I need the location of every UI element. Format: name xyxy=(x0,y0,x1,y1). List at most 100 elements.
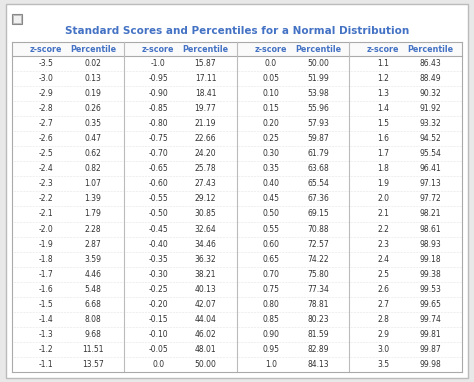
Text: 2.87: 2.87 xyxy=(85,240,101,249)
Text: -0.05: -0.05 xyxy=(148,345,168,354)
Text: 2.9: 2.9 xyxy=(377,330,389,339)
Text: 67.36: 67.36 xyxy=(307,194,329,204)
Text: Percentile: Percentile xyxy=(408,44,454,53)
Text: 0.30: 0.30 xyxy=(262,149,279,158)
Text: 9.68: 9.68 xyxy=(84,330,101,339)
Text: 98.21: 98.21 xyxy=(420,209,441,219)
Text: 1.39: 1.39 xyxy=(84,194,101,204)
Text: -1.4: -1.4 xyxy=(38,315,53,324)
Text: 0.95: 0.95 xyxy=(262,345,279,354)
Text: z-score: z-score xyxy=(255,44,287,53)
Text: 99.53: 99.53 xyxy=(419,285,441,294)
Text: 96.41: 96.41 xyxy=(419,164,441,173)
Text: 44.04: 44.04 xyxy=(194,315,217,324)
Text: 74.22: 74.22 xyxy=(307,255,329,264)
Text: z-score: z-score xyxy=(29,44,62,53)
Text: 99.65: 99.65 xyxy=(419,300,441,309)
Text: -0.60: -0.60 xyxy=(148,180,168,188)
Text: 8.08: 8.08 xyxy=(85,315,101,324)
Text: 65.54: 65.54 xyxy=(307,180,329,188)
Text: 53.98: 53.98 xyxy=(307,89,329,98)
Text: -2.3: -2.3 xyxy=(38,180,53,188)
Text: 1.3: 1.3 xyxy=(377,89,389,98)
Text: 3.0: 3.0 xyxy=(377,345,389,354)
Text: -2.5: -2.5 xyxy=(38,149,53,158)
Text: 4.46: 4.46 xyxy=(84,270,101,279)
Text: 0.19: 0.19 xyxy=(84,89,101,98)
Text: -2.8: -2.8 xyxy=(38,104,53,113)
Text: 0.62: 0.62 xyxy=(84,149,101,158)
Text: 1.4: 1.4 xyxy=(377,104,389,113)
Text: -0.80: -0.80 xyxy=(148,119,168,128)
Text: 36.32: 36.32 xyxy=(195,255,216,264)
Text: 70.88: 70.88 xyxy=(307,225,329,233)
Bar xyxy=(12,14,22,24)
Text: -0.25: -0.25 xyxy=(148,285,168,294)
Text: 2.3: 2.3 xyxy=(377,240,389,249)
Text: 99.18: 99.18 xyxy=(419,255,441,264)
Text: 11.51: 11.51 xyxy=(82,345,104,354)
Text: 80.23: 80.23 xyxy=(307,315,329,324)
Text: 29.12: 29.12 xyxy=(195,194,216,204)
Text: 2.28: 2.28 xyxy=(85,225,101,233)
Text: 0.0: 0.0 xyxy=(264,59,277,68)
Text: 1.6: 1.6 xyxy=(377,134,389,143)
Text: 38.21: 38.21 xyxy=(195,270,216,279)
Text: -1.6: -1.6 xyxy=(38,285,53,294)
Text: 0.40: 0.40 xyxy=(262,180,279,188)
Text: 17.11: 17.11 xyxy=(195,74,216,83)
Text: 27.43: 27.43 xyxy=(195,180,216,188)
Text: -0.65: -0.65 xyxy=(148,164,168,173)
Text: -0.55: -0.55 xyxy=(148,194,168,204)
Text: 81.59: 81.59 xyxy=(307,330,329,339)
Text: 2.0: 2.0 xyxy=(377,194,389,204)
Bar xyxy=(12,42,462,56)
Text: 99.38: 99.38 xyxy=(419,270,441,279)
Text: 93.32: 93.32 xyxy=(419,119,441,128)
Text: Percentile: Percentile xyxy=(70,44,116,53)
Text: 0.55: 0.55 xyxy=(262,225,279,233)
Text: 19.77: 19.77 xyxy=(195,104,216,113)
Text: -0.85: -0.85 xyxy=(148,104,168,113)
Text: 99.87: 99.87 xyxy=(419,345,441,354)
Text: 42.07: 42.07 xyxy=(195,300,216,309)
Text: 95.54: 95.54 xyxy=(419,149,441,158)
Text: 25.78: 25.78 xyxy=(195,164,216,173)
Text: 2.8: 2.8 xyxy=(377,315,389,324)
Text: 1.8: 1.8 xyxy=(377,164,389,173)
Text: 0.45: 0.45 xyxy=(262,194,279,204)
Text: -0.20: -0.20 xyxy=(148,300,168,309)
Text: -3.5: -3.5 xyxy=(38,59,53,68)
Text: -0.15: -0.15 xyxy=(148,315,168,324)
Text: z-score: z-score xyxy=(367,44,400,53)
Text: 34.46: 34.46 xyxy=(194,240,217,249)
Text: Standard Scores and Percentiles for a Normal Distribution: Standard Scores and Percentiles for a No… xyxy=(65,26,409,36)
Text: 1.5: 1.5 xyxy=(377,119,389,128)
Text: 1.1: 1.1 xyxy=(377,59,389,68)
Text: 99.74: 99.74 xyxy=(419,315,441,324)
Text: 2.1: 2.1 xyxy=(377,209,389,219)
Text: 1.0: 1.0 xyxy=(265,360,277,369)
Text: -1.7: -1.7 xyxy=(38,270,53,279)
Text: 24.20: 24.20 xyxy=(195,149,216,158)
Text: -0.50: -0.50 xyxy=(148,209,168,219)
Text: 72.57: 72.57 xyxy=(307,240,329,249)
Text: 91.92: 91.92 xyxy=(419,104,441,113)
Text: 0.70: 0.70 xyxy=(262,270,279,279)
Text: 30.85: 30.85 xyxy=(195,209,216,219)
Text: -0.40: -0.40 xyxy=(148,240,168,249)
Text: 18.41: 18.41 xyxy=(195,89,216,98)
Text: 0.65: 0.65 xyxy=(262,255,279,264)
Text: -2.9: -2.9 xyxy=(38,89,53,98)
Text: -2.1: -2.1 xyxy=(38,209,53,219)
Text: 61.79: 61.79 xyxy=(307,149,329,158)
Text: 50.00: 50.00 xyxy=(194,360,217,369)
Text: 0.26: 0.26 xyxy=(84,104,101,113)
Text: 0.02: 0.02 xyxy=(84,59,101,68)
Text: 0.0: 0.0 xyxy=(152,360,164,369)
Text: -2.2: -2.2 xyxy=(38,194,53,204)
Text: 82.89: 82.89 xyxy=(307,345,329,354)
Text: 0.15: 0.15 xyxy=(262,104,279,113)
Text: 2.4: 2.4 xyxy=(377,255,389,264)
Text: 48.01: 48.01 xyxy=(195,345,216,354)
